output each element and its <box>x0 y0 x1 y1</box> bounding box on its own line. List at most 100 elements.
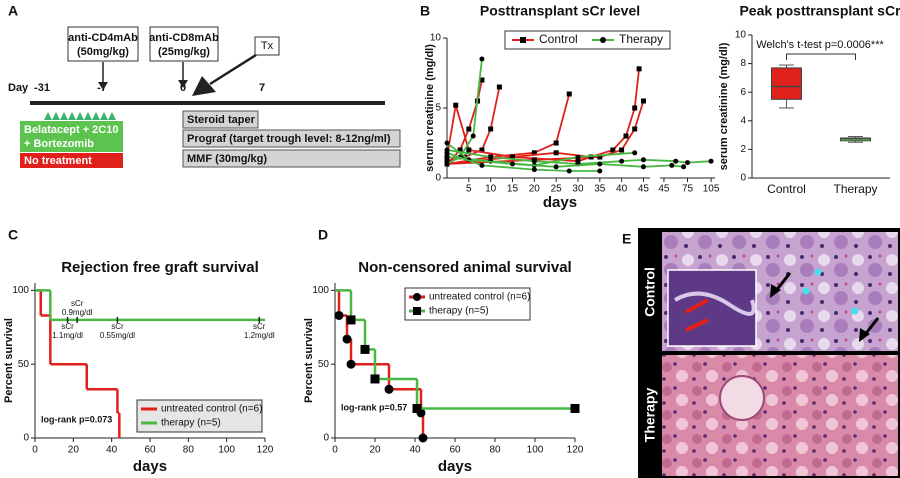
marker <box>509 161 515 167</box>
black-arrow <box>770 284 781 298</box>
dose-markers <box>44 112 116 120</box>
marker <box>470 133 476 139</box>
marker <box>632 126 638 132</box>
legend-box <box>136 399 263 433</box>
arrow <box>209 53 257 86</box>
marker <box>412 403 422 413</box>
x-tick-label: 60 <box>144 445 156 456</box>
legend-marker <box>520 37 526 43</box>
annotation: Welch's t-test p=0.0006*** <box>756 39 884 51</box>
marker <box>479 147 485 153</box>
treatment-label: + Bortezomib <box>24 138 94 150</box>
y-axis-label: Percent survival <box>303 318 315 403</box>
marker <box>418 433 428 443</box>
marker <box>632 150 638 156</box>
x-tick-label: 0 <box>332 445 338 456</box>
inset-detail <box>673 291 756 316</box>
marker <box>632 105 638 111</box>
tx-label: Tx <box>261 40 274 52</box>
x-tick-label: 40 <box>409 445 421 456</box>
x-tick-label: 0 <box>32 445 38 456</box>
y-tick-label: 4 <box>740 115 746 126</box>
marker <box>575 154 581 160</box>
panel-label: C <box>8 227 18 243</box>
marker <box>444 154 450 160</box>
star <box>802 287 810 295</box>
glomerulus <box>719 375 765 421</box>
legend-label: therapy (n=5) <box>429 306 489 317</box>
x-tick-label: 45 <box>658 184 670 195</box>
marker <box>597 154 603 160</box>
injection-box <box>149 26 219 62</box>
chart-title: Posttransplant sCr level <box>480 3 640 19</box>
legend-label: untreated control (n=6) <box>161 404 262 415</box>
x-tick-label: 120 <box>567 445 584 456</box>
marker <box>588 154 594 160</box>
y-axis-label: serum creatinine (mg/dl) <box>424 44 436 172</box>
marker <box>346 359 356 369</box>
timeline: Day -31 -7 0 7 anti-CD4mAb (50mg/kg) ant… <box>8 26 401 168</box>
series-line <box>446 104 592 158</box>
x-tick-label: 5 <box>466 184 472 195</box>
marker <box>610 147 616 153</box>
y-axis-label: serum creatinine (mg/dl) <box>718 42 730 170</box>
marker <box>553 140 559 146</box>
regimen-label: Steroid taper <box>187 114 256 126</box>
x-tick-label: 20 <box>68 445 80 456</box>
legend-marker <box>413 307 421 315</box>
arrow-head <box>98 82 108 90</box>
regimen-box <box>182 110 259 129</box>
marker <box>640 98 646 104</box>
marker <box>342 334 352 344</box>
marker <box>334 310 344 320</box>
marker <box>444 150 450 156</box>
marker <box>509 154 515 160</box>
day: 7 <box>259 82 265 94</box>
marker <box>466 126 472 132</box>
y-tick-label: 50 <box>18 359 30 370</box>
x-tick-label: 35 <box>594 184 606 195</box>
regimen-label: Prograf (target trough level: 8-12ng/ml) <box>187 133 391 145</box>
treatment-box <box>20 121 123 152</box>
series-line <box>446 142 684 168</box>
red-arrow <box>685 298 709 314</box>
y-tick-label: 6 <box>740 87 746 98</box>
censor-label: sCr <box>61 322 74 331</box>
no-treatment-label: No treatment <box>24 155 92 167</box>
y-tick-label: 2 <box>740 144 746 155</box>
no-treatment-box <box>20 153 123 168</box>
marker <box>636 66 642 72</box>
chart-title: Rejection free graft survival <box>61 259 259 276</box>
treatment-label: Belatacept + 2C10 <box>24 124 118 136</box>
marker <box>640 157 646 163</box>
marker <box>553 164 559 170</box>
y-tick-label: 0 <box>740 173 746 184</box>
legend-label: Control <box>539 32 578 46</box>
injection-label: anti-CD4mAb <box>68 32 138 44</box>
marker <box>566 168 572 174</box>
y-tick-label: 10 <box>430 33 442 44</box>
injection-label: anti-CD8mAb <box>149 32 219 44</box>
histology-label: Control <box>642 267 658 317</box>
marker <box>708 158 714 164</box>
black-arrow <box>859 328 870 342</box>
arrow-head <box>192 76 216 96</box>
marker <box>479 162 485 168</box>
panel-label: B <box>420 3 430 19</box>
x-tick-label: 120 <box>257 445 274 456</box>
marker <box>370 374 380 384</box>
star <box>814 268 822 276</box>
chart-title: Peak posttransplant sCr <box>739 3 900 19</box>
marker <box>566 91 572 97</box>
y-tick-label: 0 <box>323 433 329 444</box>
x-tick-label: 105 <box>703 184 720 195</box>
marker <box>444 158 450 164</box>
x-tick-label: 100 <box>218 445 235 456</box>
histology-label: Therapy <box>642 388 658 443</box>
marker <box>685 160 690 166</box>
marker <box>681 164 687 170</box>
marker <box>531 167 537 173</box>
marker <box>673 158 679 164</box>
marker <box>669 162 675 168</box>
